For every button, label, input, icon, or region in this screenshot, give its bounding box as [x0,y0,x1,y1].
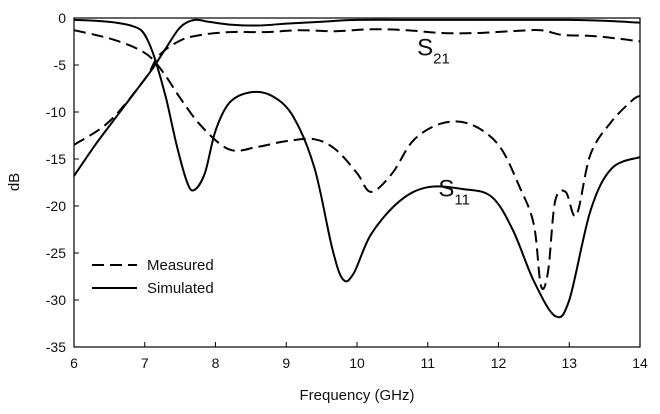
series-line-measured-s11 [73,29,641,290]
y-tick-label: -5 [54,57,67,73]
x-tick-label: 8 [212,355,220,371]
y-axis-label: dB [6,173,23,191]
y-tick-label: -10 [46,104,66,120]
y-tick-label: -15 [46,151,66,167]
y-axis: 0 -5 -10 -15 -20 -25 -30 -35 [46,10,79,355]
legend: Measured Simulated [92,257,214,297]
x-tick-label: 12 [491,355,507,371]
x-axis-label: Frequency (GHz) [299,387,414,404]
x-tick-label: 9 [282,355,290,371]
x-tick-label: 10 [349,355,365,371]
annotation-s11: S11 [438,176,470,209]
legend-label-measured: Measured [147,257,214,274]
annotation-subscript: 11 [454,192,470,209]
annotation-s21: S21 [417,35,450,68]
x-tick-label: 7 [141,355,149,371]
y-tick-label: -35 [46,339,66,355]
y-tick-label: -20 [46,198,66,214]
annotation-main-text: S [438,176,454,203]
y-tick-label: 0 [58,10,66,26]
series-line-simulated-s21 [73,18,641,177]
y-tick-label: -30 [46,292,66,308]
x-tick-label: 11 [420,355,435,371]
series-line-simulated-s11 [73,18,641,319]
x-axis: 6 7 8 9 10 11 12 13 14 [70,342,648,371]
series-line-measured-s21 [73,28,641,146]
y-tick-label: -25 [46,245,66,261]
x-tick-label: 6 [70,355,78,371]
series-layer [73,18,641,319]
annotation-main-text: S [417,35,433,62]
x-tick-label: 13 [561,355,577,371]
annotation-subscript: 21 [433,51,450,68]
x-tick-label: 14 [632,355,648,371]
legend-label-simulated: Simulated [147,280,214,297]
